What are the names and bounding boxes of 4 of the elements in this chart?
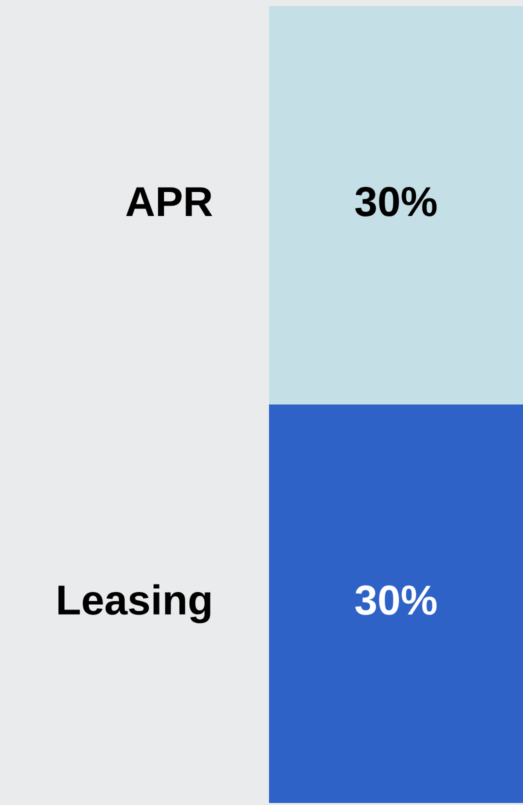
data-label: 30%: [355, 186, 437, 216]
data-label: 30%: [355, 585, 437, 615]
series-label: APR: [126, 187, 212, 216]
series-label: Leasing: [58, 584, 210, 624]
